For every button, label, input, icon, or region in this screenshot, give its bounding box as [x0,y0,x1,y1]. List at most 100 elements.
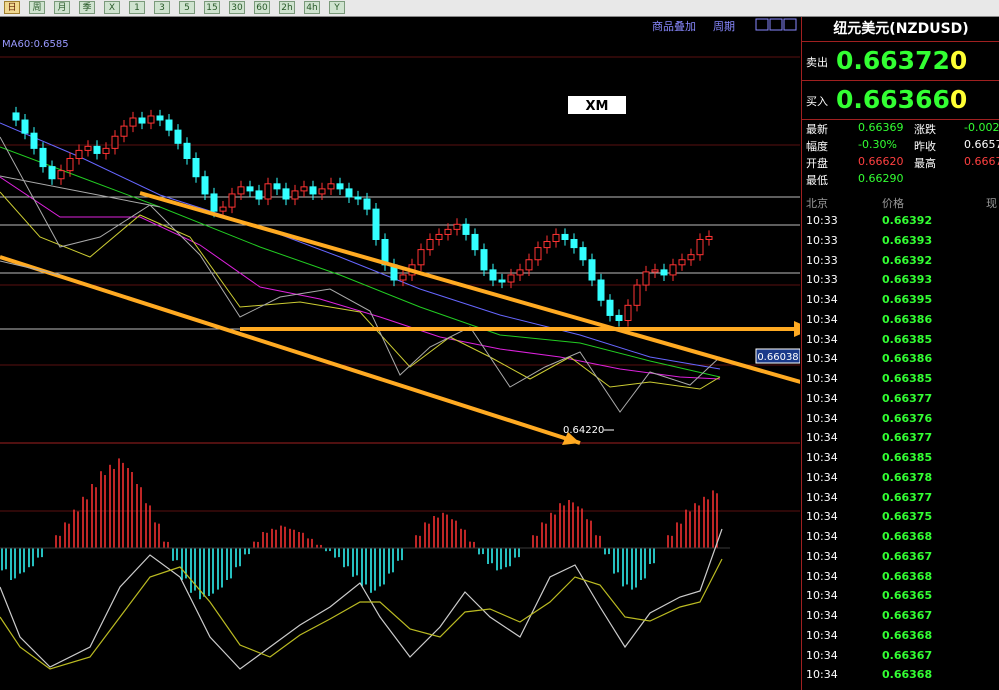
ma-yellow-line [0,191,721,390]
window-control-2[interactable] [783,18,797,31]
window-control-0[interactable] [755,18,769,31]
tick-row: 10:34 0.66367 [802,646,999,666]
ma-pink-line [0,176,721,380]
tick-time: 10:34 [806,628,838,642]
symbol-title: 纽元美元(NZDUSD) [802,17,999,42]
period-button-5[interactable]: 1 [129,1,145,14]
tick-time: 10:34 [806,490,838,504]
tick-price: 0.66377 [882,431,933,445]
tick-price: 0.66392 [882,253,933,267]
period-button-13[interactable]: Y [329,1,345,14]
candle-body [237,186,245,195]
candle-body [327,183,335,190]
macd-dif-line [0,528,723,670]
period-button-10[interactable]: 60 [254,1,270,14]
tick-row: 10:33 0.66393 [802,231,999,251]
channel-line-upper [0,175,161,208]
tick-row: 10:34 0.66376 [802,409,999,429]
sell-quote[interactable]: 卖出 0.663720 [802,42,999,81]
candle-body [165,119,173,131]
period-button-11[interactable]: 2h [279,1,295,14]
overlay-link[interactable]: 商品叠加 [652,19,696,33]
lower-trend-line [0,255,581,445]
tick-row: 10:34 0.66368 [802,527,999,547]
candle-body [489,269,497,281]
period-button-9[interactable]: 30 [229,1,245,14]
period-button-8[interactable]: 15 [204,1,220,14]
candle-body [57,170,65,180]
tick-price: 0.66368 [882,530,933,543]
tick-price: 0.66367 [882,609,933,622]
candle-body [669,264,677,276]
cycle-link[interactable]: 周期 [713,20,735,33]
candle-body [363,198,371,210]
tick-price: 0.66377 [882,490,933,504]
candle-body [255,190,263,200]
candle-body [696,239,704,256]
tick-price: 0.66365 [882,589,933,603]
candle-body [480,249,488,271]
candle-body [660,269,668,276]
candle-body [435,233,443,240]
buy-quote[interactable]: 买入 0.663660 [802,81,999,120]
tick-row: 10:33 0.66392 [802,251,999,271]
candle-body [462,223,470,235]
stat-key: 开盘 [806,157,828,170]
tick-time: 10:34 [806,589,838,603]
candle-body [273,183,281,190]
candle-body [300,186,308,192]
period-button-2[interactable]: 月 [54,1,70,14]
tick-row: 10:33 0.66392 [802,211,999,231]
tick-time: 10:34 [806,411,838,425]
candle-body [48,166,56,180]
quote-panel: 纽元美元(NZDUSD) 卖出 0.663720 买入 0.663660 最新 0… [801,17,999,690]
stat-key: 最低 [806,174,828,187]
period-button-12[interactable]: 4h [304,1,320,14]
candle-body [399,274,407,281]
period-button-3[interactable]: 季 [79,1,95,14]
candle-body [174,129,182,144]
candle-body [498,279,506,283]
period-button-7[interactable]: 5 [179,1,195,14]
tick-row: 10:34 0.66368 [802,567,999,587]
tick-time: 10:34 [806,470,838,484]
tick-row: 10:34 0.66377 [802,389,999,409]
tick-price: 0.66385 [882,332,933,346]
last-price-text: 0.66038 [757,352,798,363]
candle-body [228,193,236,208]
tick-time: 10:34 [806,609,838,622]
candle-body [543,241,551,249]
candle-body [102,147,110,154]
candle-body [282,188,290,200]
candle-body [183,142,191,159]
tick-price: 0.66395 [882,293,933,306]
candle-body [687,254,695,261]
period-button-6[interactable]: 3 [154,1,170,14]
candle-body [354,196,362,200]
candle-body [579,247,587,261]
sell-label: 卖出 [806,56,828,69]
buy-price: 0.663660 [836,85,968,114]
tick-row: 10:34 0.66385 [802,330,999,350]
period-button-4[interactable]: X [104,1,120,14]
period-button-0[interactable]: 日 [4,1,20,14]
window-control-1[interactable] [769,18,783,31]
tick-time: 10:34 [806,569,838,583]
candle-body [345,188,353,198]
candle-body [624,304,632,321]
period-button-1[interactable]: 周 [29,1,45,14]
candle-body [633,284,641,306]
candle-body [219,206,227,212]
stat-value: 0.66369 [858,121,904,134]
tick-row: 10:34 0.66365 [802,586,999,606]
tick-price: 0.66375 [882,510,933,524]
candle-body [318,188,326,195]
candle-body [552,233,560,243]
tick-row: 10:34 0.66368 [802,665,999,685]
upper-trend-line [139,191,800,384]
stat-key: 最高 [914,157,936,170]
stat-key: 最新 [806,123,828,136]
candle-body [453,223,461,230]
tick-time: 10:33 [806,253,838,267]
candle-body [129,117,137,127]
